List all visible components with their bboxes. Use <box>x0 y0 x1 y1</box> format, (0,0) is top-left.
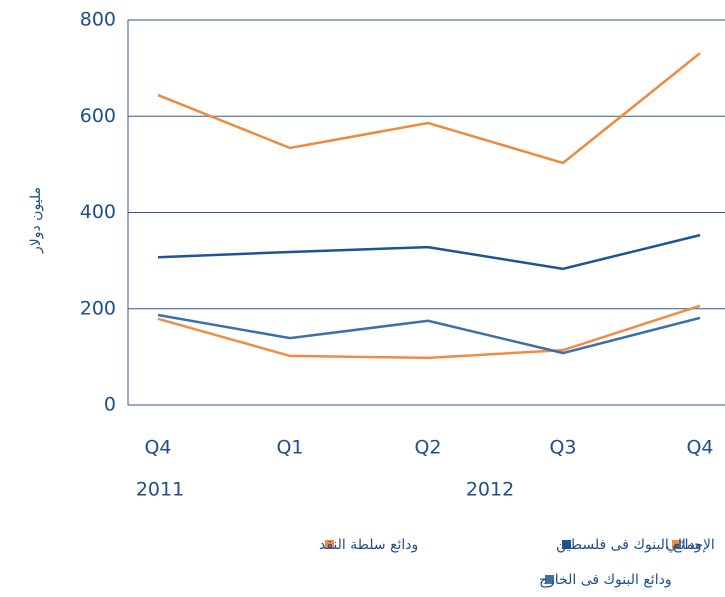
y-tick-label: 200 <box>80 297 116 319</box>
legend-swatch <box>672 540 681 549</box>
legend-swatch <box>562 540 571 549</box>
y-tick-label: 0 <box>104 394 116 416</box>
legend-label: الإجمالي <box>666 537 715 553</box>
x-tick-label: Q4 <box>686 437 713 459</box>
x-tick-label: Q3 <box>549 437 576 459</box>
series-line <box>157 304 701 360</box>
year-label: 2011 <box>136 479 184 501</box>
y-axis-label: مليون دولار <box>28 187 44 254</box>
x-tick-label: Q4 <box>144 437 171 459</box>
y-tick-label: 800 <box>80 9 116 31</box>
year-label: 2012 <box>466 479 514 501</box>
x-tick-label: Q1 <box>276 437 303 459</box>
legend-label: ودائع البنوك فى الخارج <box>539 572 672 588</box>
legend-label: ودائع سلطة النقد <box>319 537 418 553</box>
legend-swatch <box>325 540 334 549</box>
legend-swatch <box>545 575 554 584</box>
x-tick-label: Q2 <box>414 437 441 459</box>
legend-label: ودائع البنوك فى فلسطين <box>556 537 702 553</box>
series-line <box>157 233 701 271</box>
series-line <box>157 52 701 165</box>
series-line <box>157 313 701 355</box>
y-tick-label: 600 <box>80 105 116 127</box>
y-tick-label: 400 <box>80 201 116 223</box>
